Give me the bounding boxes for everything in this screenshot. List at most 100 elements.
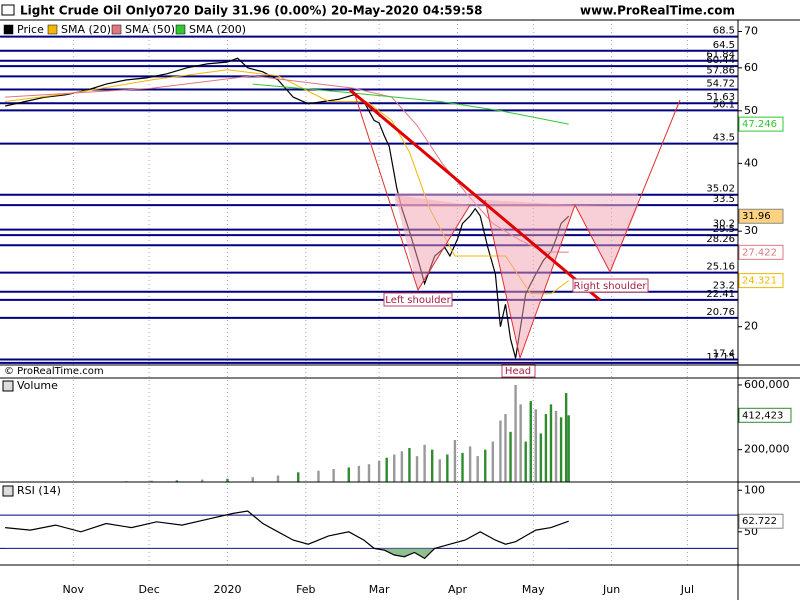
level-label: 64.5	[713, 40, 735, 51]
volume-bar	[484, 449, 487, 482]
value-label: 24.321	[742, 276, 777, 287]
level-label: 50.1	[713, 99, 735, 110]
volume-bar	[519, 404, 522, 482]
volume-bar	[491, 441, 495, 482]
volume-bar	[504, 414, 507, 482]
volume-bar	[446, 454, 449, 482]
x-tick-label: 2020	[213, 583, 241, 596]
annotation-box	[383, 292, 453, 307]
level-label: 29.5	[713, 224, 735, 235]
legend-label: SMA (200)	[189, 23, 246, 36]
x-tick-label: Jul	[680, 583, 694, 596]
level-label: 54.72	[706, 79, 735, 90]
level-label: 43.5	[713, 133, 735, 144]
panel-icon[interactable]	[2, 485, 14, 497]
watermark: © ProRealTime.com	[4, 366, 104, 377]
volume-bar	[544, 414, 548, 482]
head-shape	[485, 200, 575, 358]
volume-bar	[559, 417, 563, 482]
y-tick-label: 40	[744, 156, 758, 169]
legend-label: SMA (50)	[125, 23, 175, 36]
level-label: 60.44	[706, 55, 735, 66]
volume-bar	[347, 467, 350, 482]
annotation: Right shoulder	[574, 281, 648, 292]
volume-bar	[509, 431, 512, 482]
collapse-icon[interactable]	[1, 4, 15, 16]
volume-bar	[524, 441, 527, 482]
level-label: 23.2	[713, 281, 735, 292]
legend-label: SMA (20)	[61, 23, 111, 36]
y-tick-label: 200,000	[744, 443, 790, 456]
volume-bar	[175, 480, 179, 482]
volume-bar	[150, 480, 153, 482]
value-box	[738, 513, 784, 529]
trend-line	[349, 88, 601, 302]
value-label: 47.246	[742, 119, 777, 130]
volume-bar	[251, 477, 254, 482]
layers: Nov Dec 2020 Feb Mar Apr May Jun Jul 20 30 40 50 60 70…	[0, 20, 792, 596]
volume-bar	[276, 475, 280, 482]
volume-bar	[377, 460, 381, 482]
value-box	[738, 116, 784, 132]
legend-swatch	[3, 24, 14, 35]
y-tick-label: 20	[744, 320, 758, 333]
volume-bar	[461, 452, 464, 482]
annotation: Left shoulder	[385, 295, 451, 306]
value-label: 412,423	[742, 410, 783, 421]
volume-bar	[564, 393, 568, 482]
volume-bar	[393, 454, 396, 482]
level-label: 51.63	[706, 92, 735, 103]
y-tick-label: 600,000	[744, 378, 790, 391]
value-label: 31.96	[742, 211, 771, 222]
level-label: 35.02	[706, 184, 735, 195]
legend-swatch	[175, 24, 186, 35]
y-tick-label: 70	[744, 24, 758, 37]
annotation-box	[501, 363, 536, 378]
pattern-outline	[484, 99, 681, 360]
panel-title: Volume	[17, 379, 58, 392]
value-box	[738, 244, 784, 260]
volume-bar	[567, 415, 570, 482]
y-tick-label: 100	[744, 483, 765, 496]
annotation-box	[572, 278, 649, 293]
volume-bar	[297, 472, 300, 482]
oversold-fill	[374, 548, 435, 559]
level-label: 33.5	[713, 194, 735, 205]
value-label: 62.722	[742, 516, 777, 527]
pattern-shapes: Left shoulder Head Right shoulder	[349, 88, 681, 378]
value-label: 27.422	[742, 247, 777, 258]
x-tick-label: Dec	[138, 583, 159, 596]
left-shoulder-shape	[395, 195, 470, 290]
volume-bar	[367, 464, 371, 482]
source: www.ProRealTime.com	[580, 4, 735, 18]
volume-bar	[423, 444, 426, 482]
y-tick-label: 60	[744, 61, 758, 74]
legend-swatch	[47, 24, 58, 35]
pattern-outline	[354, 94, 471, 292]
x-tick-label: May	[522, 583, 545, 596]
level-label: 25.16	[706, 262, 735, 273]
value-box	[738, 273, 784, 289]
volume-bar	[514, 384, 517, 482]
chart-title: Light Crude Oil Only0720 Daily 31.96 (0.…	[20, 4, 482, 18]
x-tick-label: Mar	[369, 583, 390, 596]
level-label: 57.86	[706, 65, 735, 76]
right-shoulder-shape	[575, 205, 638, 272]
y-tick-label: 50	[744, 104, 758, 117]
series-line	[252, 83, 569, 125]
volume-bar	[438, 459, 441, 482]
volume-bar	[476, 456, 479, 482]
volume-bar	[385, 457, 388, 482]
volume-bar	[549, 404, 553, 482]
volume-bar	[499, 420, 502, 482]
panel-icon[interactable]	[2, 380, 14, 392]
panel-title: RSI (14)	[17, 484, 61, 497]
volume-bar	[453, 439, 457, 482]
volume-bar	[430, 449, 434, 482]
x-tick-label: Apr	[448, 583, 468, 596]
volume-bar	[400, 451, 404, 482]
volume-bar	[534, 409, 538, 482]
volume-bar	[554, 410, 558, 482]
volume-bar	[529, 401, 532, 482]
